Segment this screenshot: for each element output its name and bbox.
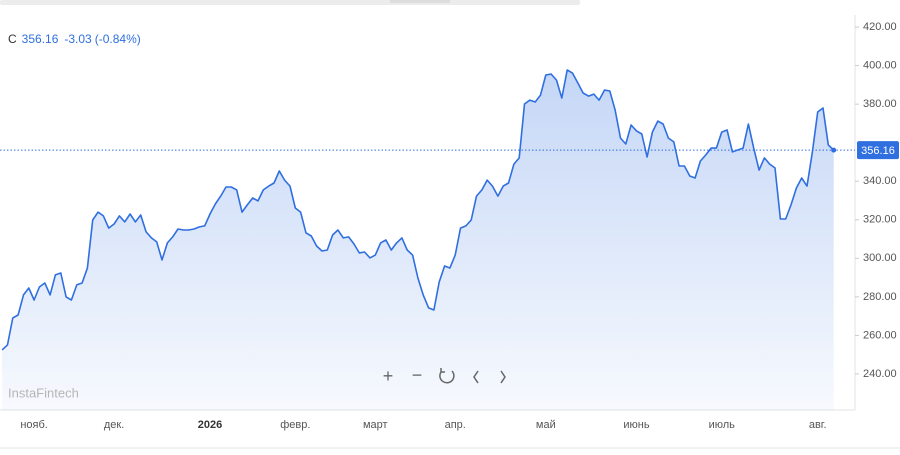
x-tick-label: март: [363, 419, 388, 431]
scroll-right-button[interactable]: [500, 370, 506, 384]
last-price-label: 356.16: [861, 145, 895, 157]
top-bar: [0, 0, 580, 5]
change: -3.03: [64, 32, 92, 46]
y-tick-label: 340.00: [863, 175, 897, 187]
y-tick-label: 240.00: [863, 368, 897, 380]
symbol: C: [8, 32, 17, 46]
y-tick-label: 420.00: [863, 21, 897, 33]
legend-header: C 356.16 -3.03 (-0.84%): [8, 32, 141, 46]
x-tick-label: май: [536, 419, 556, 431]
zoom-out-button[interactable]: −: [412, 365, 423, 385]
x-tick-label: июль: [709, 419, 736, 431]
price: 356.16: [22, 32, 59, 46]
watermark: InstaFintech: [8, 385, 79, 400]
plot: [0, 69, 855, 410]
top-tab: [390, 0, 450, 3]
x-tick-label: июнь: [623, 419, 649, 431]
change-pct: (-0.84%): [95, 32, 141, 46]
last-point: [831, 147, 837, 153]
x-tick-label: дек.: [104, 419, 124, 431]
last-price-box: [857, 141, 899, 160]
y-tick-label: 280.00: [863, 291, 897, 303]
price-line: [1, 69, 835, 351]
x-tick-label: февр.: [280, 419, 310, 431]
y-tick-label: 400.00: [863, 60, 897, 72]
y-tick-label: 380.00: [863, 98, 897, 110]
y-tick-label: 260.00: [863, 329, 897, 341]
x-tick-label: нояб.: [20, 419, 48, 431]
x-tick-label: авг.: [809, 419, 827, 431]
y-tick-label: 300.00: [863, 252, 897, 264]
scroll-left-button[interactable]: [473, 370, 479, 384]
area-fill: [2, 70, 834, 410]
zoom-in-button[interactable]: +: [383, 366, 394, 386]
y-tick-label: 320.00: [863, 214, 897, 226]
x-tick-label: 2026: [198, 419, 222, 431]
x-tick-label: апр.: [445, 419, 466, 431]
zoom-controls: + −: [383, 365, 506, 386]
reset-button[interactable]: [439, 368, 455, 384]
